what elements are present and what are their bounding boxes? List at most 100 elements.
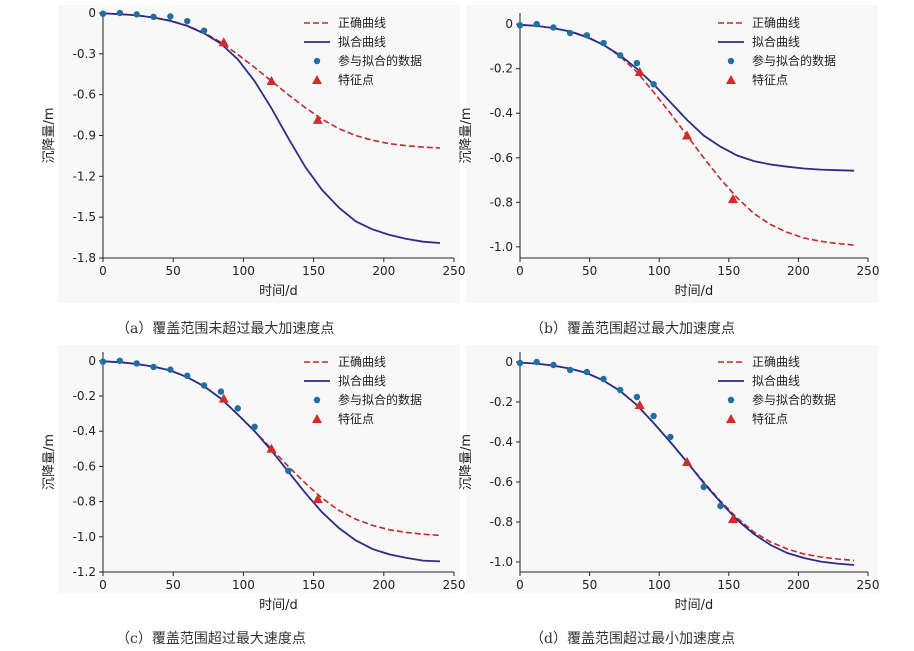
legend-swatch-feature [312,414,322,423]
x-tick-label: 150 [717,578,740,592]
x-tick-label: 100 [232,578,255,592]
fitted-data-point [217,388,225,395]
feature-point [218,393,229,403]
y-tick-label: -0.6 [73,459,96,473]
fitted-data-point [116,357,124,364]
x-tick-label: 0 [99,264,107,278]
x-axis-label: 时间/d [259,284,298,299]
y-axis-label: 沉降量/m [42,107,57,163]
y-axis-label: 沉降量/m [459,434,474,490]
x-tick-label: 100 [232,264,255,278]
feature-point [727,193,738,203]
y-tick-label: -0.2 [490,395,513,409]
y-tick-label: -0.6 [73,88,96,102]
y-tick-label: -1.0 [490,240,513,254]
fitted-data-point [717,502,724,510]
fitted-data-point [650,412,657,420]
x-tick-label: 0 [516,264,524,278]
x-tick-label: 200 [787,264,810,278]
x-axis-label: 时间/d [675,284,714,299]
legend-label: 拟合曲线 [752,373,800,388]
fitted-data-point [516,22,524,29]
y-tick-label: 0 [88,6,96,20]
fitted-data-point [167,13,174,20]
y-tick-label: 0 [505,17,513,31]
x-tick-label: 50 [582,578,597,592]
legend-label: 正确曲线 [752,16,800,30]
series-line-fitted [102,12,441,244]
feature-point [682,130,693,140]
y-tick-label: -0.2 [73,389,96,403]
x-tick-label: 100 [648,264,671,278]
x-tick-label: 250 [857,578,880,592]
legend-label: 拟合曲线 [338,34,386,49]
panel-background [466,345,878,593]
feature-point [312,114,323,124]
x-tick-label: 0 [516,578,524,592]
chart-panel-1: 0 50 100 150 200 250 0 -0.3 -0.6 -0.9 -1.2 -1.5 -1.8… [42,5,465,303]
y-tick-label: -1.0 [490,555,513,569]
fitted-data-point [617,386,624,394]
y-tick-label: -0.4 [73,424,96,438]
y-tick-label: -1.0 [73,530,96,544]
fitted-data-point [633,59,641,67]
y-tick-label: -0.2 [490,62,513,76]
x-tick-label: 50 [166,264,181,278]
legend-swatch-feature [726,414,736,423]
fitted-data-point [167,366,174,373]
legend-label: 正确曲线 [338,355,386,369]
panel-caption: （a）覆盖范围未超过最大加速度点 [116,320,334,337]
fitted-data-point [633,393,641,401]
fitted-data-point [200,27,208,34]
fitted-data-point [600,39,607,47]
x-tick-label: 150 [717,264,740,278]
y-axis-label: 沉降量/m [42,434,57,490]
fitted-data-point [583,32,591,39]
legend-swatch-data [727,57,735,65]
y-tick-label: -0.4 [490,106,513,120]
feature-point [727,514,738,523]
x-tick-label: 150 [302,578,325,592]
y-tick-label: -0.3 [73,47,96,61]
fitted-data-point [116,9,124,17]
panel-background [58,345,460,593]
feature-point [266,443,277,453]
x-tick-label: 200 [372,264,395,278]
y-tick-label: -0.8 [73,495,96,509]
y-tick-label: -0.8 [490,515,513,529]
y-tick-label: 0 [505,355,513,369]
y-tick-label: -1.8 [73,251,96,265]
fitted-data-point [566,366,574,374]
legend-label: 特征点 [338,72,374,87]
legend-swatch-data [313,57,321,65]
fitted-data-point [285,467,292,474]
y-tick-label: -1.2 [73,565,96,579]
legend-swatch-feature [312,75,322,84]
legend-label: 参与拟合的数据 [338,53,422,68]
panel-background [58,5,460,303]
legend-label: 特征点 [752,72,788,87]
fitted-data-point [566,29,574,37]
chart-panel-4: 0 50 100 150 200 250 0 -0.2 -0.4 -0.6 -0.8 -1.0 时间/d… [459,345,879,613]
x-tick-label: 100 [648,578,671,592]
legend-swatch-feature [726,75,736,84]
fitted-data-point [617,52,624,59]
x-tick-label: 50 [582,264,597,278]
legend-label: 参与拟合的数据 [338,392,422,407]
y-tick-label: -1.2 [73,169,96,183]
chart-panel-3: 0 50 100 150 200 250 0 -0.2 -0.4 -0.6 -0.8 -1.0 -1.2… [42,345,465,613]
fitted-data-point [133,11,140,18]
x-tick-label: 250 [443,578,466,592]
legend-label: 参与拟合的数据 [752,392,836,407]
legend-label: 特征点 [752,411,788,426]
y-tick-label: -0.8 [490,195,513,209]
panel-caption: （b）覆盖范围超过最大加速度点 [530,320,735,337]
x-tick-label: 150 [302,264,325,278]
fitted-data-point [533,20,540,28]
fitted-data-point [184,372,191,379]
